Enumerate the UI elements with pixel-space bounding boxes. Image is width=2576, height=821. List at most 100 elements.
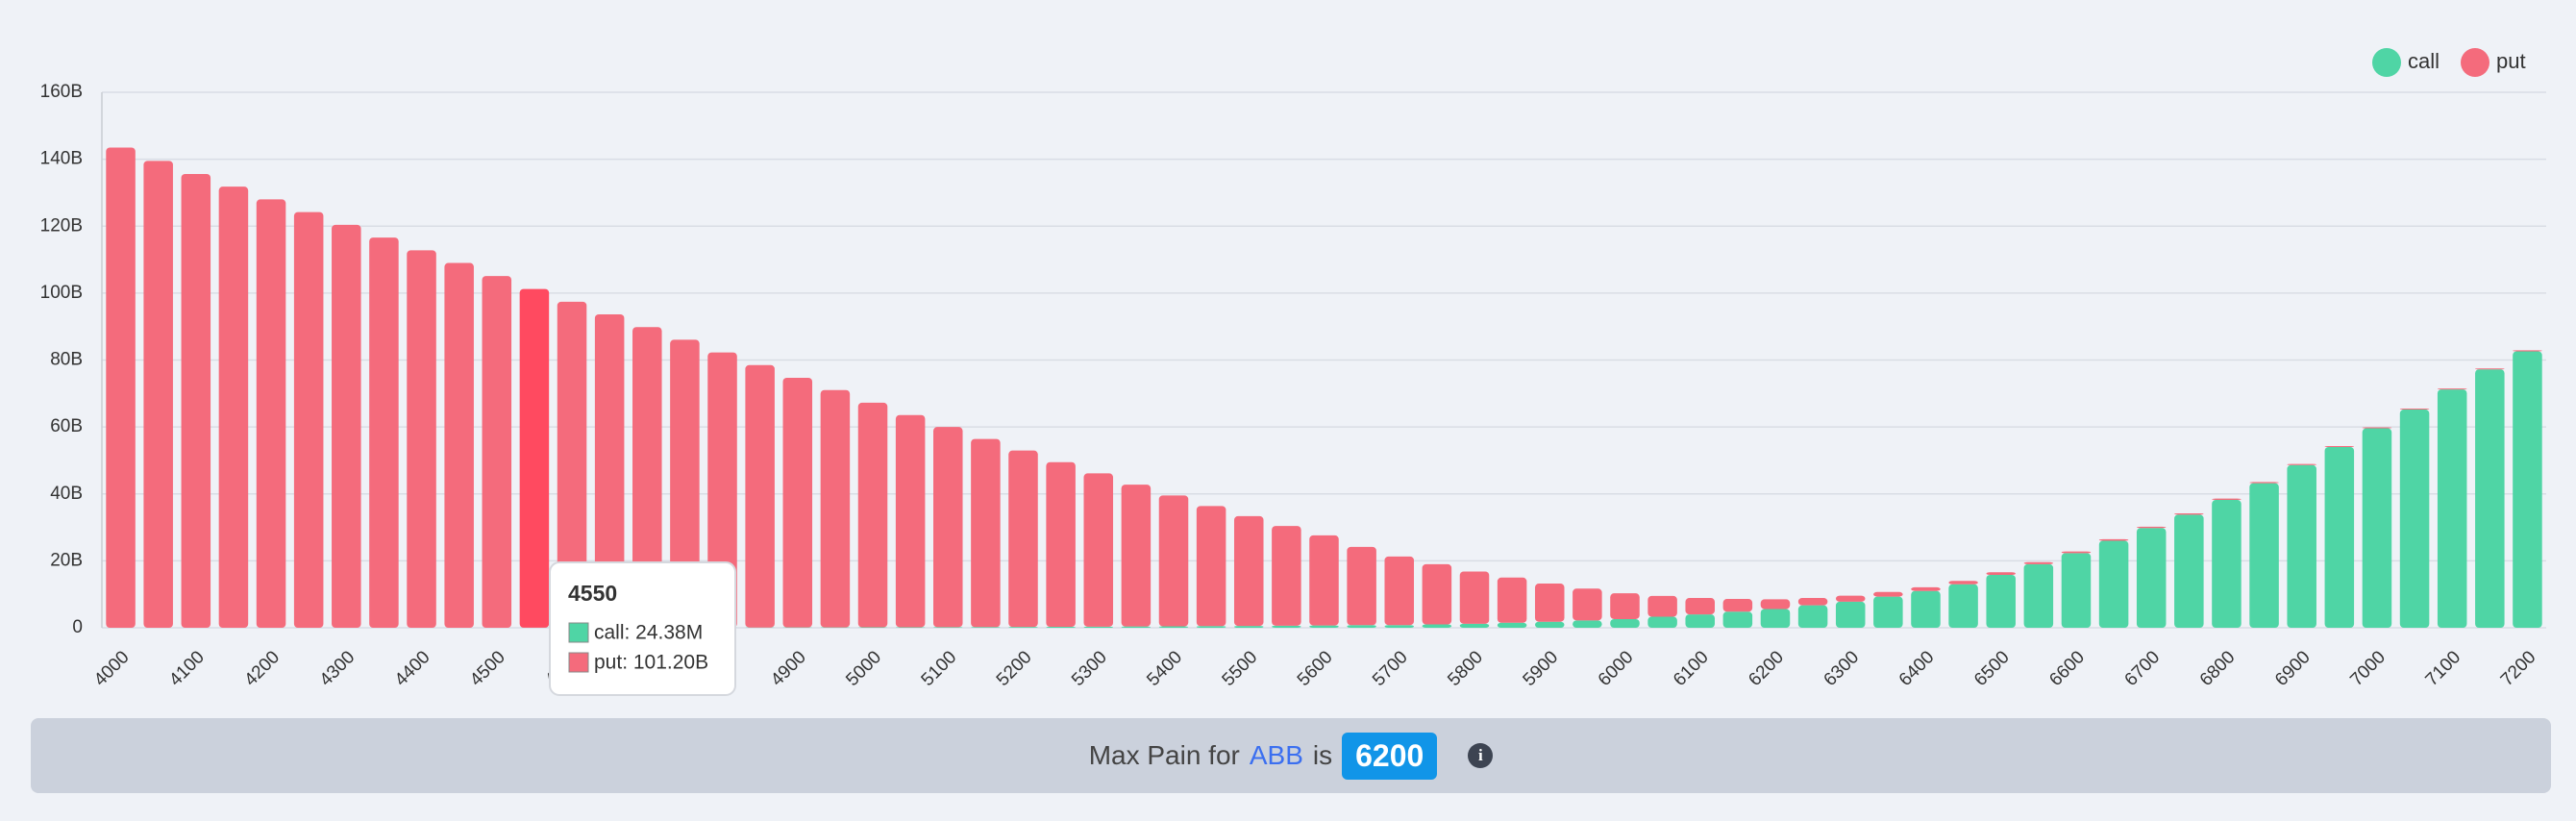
x-tick-label: 6000 [1595, 647, 1638, 690]
y-tick-label: 40B [50, 484, 83, 504]
bar-segment [2136, 528, 2167, 628]
bar-segment [1083, 473, 1114, 627]
bar-segment [933, 627, 963, 628]
bar-segment [1760, 599, 1791, 610]
bar-segment [1158, 626, 1189, 628]
bar-segment [1272, 526, 1301, 626]
x-tick-label: 4500 [466, 647, 509, 690]
info-icon[interactable]: i [1468, 743, 1494, 768]
bar-segment [1573, 588, 1602, 621]
tooltip-line: put: 101.20B [594, 652, 708, 674]
bar-segment [1797, 598, 1828, 606]
x-tick-label: 7100 [2422, 647, 2465, 690]
tooltip-swatch [568, 622, 589, 643]
x-tick-label: 5800 [1444, 647, 1487, 690]
legend-label: call [2408, 49, 2440, 73]
bar-segment [2287, 464, 2316, 628]
tooltip-line: call: 24.38M [594, 622, 703, 644]
x-tick-label: 4100 [165, 647, 209, 690]
bar-segment [1647, 616, 1677, 628]
bar-segment [782, 377, 813, 628]
bar-segment [632, 327, 662, 628]
x-tick-label: 6900 [2271, 647, 2315, 690]
bar-segment [1722, 611, 1753, 628]
bar-segment [1459, 571, 1490, 624]
y-tick-label: 80B [50, 350, 83, 370]
x-tick-label: 5100 [918, 647, 961, 690]
bar-segment [1722, 599, 1753, 612]
x-tick-label: 6200 [1745, 647, 1788, 690]
bar-segment [2362, 427, 2392, 429]
bar-segment [971, 627, 1001, 628]
bar-segment [2212, 500, 2242, 628]
y-tick-label: 160B [40, 82, 83, 102]
bar-segment [2513, 351, 2542, 628]
bar-segment [1685, 614, 1715, 628]
bar-segment [1835, 601, 1866, 628]
chart: 0 20B 40B 60B 80B 100B 120B 140B 160B 4000 4100 420… [40, 48, 2546, 696]
footer-connector: is [1312, 740, 1333, 770]
bar-segment [1347, 625, 1376, 628]
bar-segment [594, 314, 625, 628]
bar-segment [2061, 551, 2092, 554]
bar-segment [1835, 595, 1866, 602]
bar-segment [2023, 561, 2054, 564]
bar-segment [1158, 495, 1189, 627]
bar-segment [1685, 598, 1715, 615]
tooltip-title: 4550 [568, 581, 617, 606]
x-tick-label: 5300 [1068, 647, 1111, 690]
bar-segment [143, 161, 173, 628]
x-tick-label: 6700 [2121, 647, 2165, 690]
footer-symbol[interactable]: ABB [1249, 740, 1303, 770]
bar-segment [1233, 515, 1264, 627]
y-tick-label: 60B [50, 416, 83, 436]
y-tick-label: 100B [40, 283, 83, 303]
bar-segment [1986, 572, 2016, 575]
bar-segment [670, 339, 700, 628]
y-tick-label: 120B [40, 215, 83, 236]
bar-segment [1309, 535, 1339, 626]
x-tick-label: 4300 [316, 647, 359, 690]
bar-segment [1422, 624, 1452, 628]
x-tick-label: 5900 [1520, 647, 1563, 690]
tooltip-box [549, 561, 736, 696]
bar-segment [1534, 584, 1565, 622]
bar-segment [482, 276, 512, 628]
bar-segment [2324, 445, 2355, 448]
bar-segment [2362, 428, 2392, 628]
bar-segment [2174, 514, 2204, 628]
bar-segment [820, 389, 851, 628]
bar-segment [332, 224, 361, 629]
legend-swatch [2461, 48, 2489, 77]
max-pain-banner: Max Pain for ABB is 6200 i [31, 718, 2551, 793]
bar-segment [1497, 622, 1527, 628]
x-tick-label: 6100 [1670, 647, 1713, 690]
bar-segment [256, 199, 286, 628]
tooltip: 4550 call: 24.38M put: 101.20B [549, 561, 736, 696]
x-tick-label: 5600 [1294, 647, 1337, 690]
x-tick-label: 6800 [2196, 647, 2240, 690]
bar-segment [1422, 563, 1452, 625]
bar-segment [218, 187, 249, 628]
bar-segment [1121, 626, 1152, 628]
x-tick-label: 6600 [2045, 647, 2089, 690]
bar-segment [1497, 577, 1527, 623]
bar-segment [1760, 609, 1791, 628]
bar-segment [1573, 620, 1602, 628]
bar-segment [707, 352, 737, 628]
x-tick-label: 4400 [391, 647, 434, 690]
footer-prefix: Max Pain for [1088, 740, 1240, 770]
x-tick-label: 6400 [1895, 647, 1939, 690]
bar-segment [1309, 625, 1339, 628]
x-tick-label: 6300 [1821, 647, 1864, 690]
bar-segment [1610, 593, 1640, 619]
bar-segment [1797, 605, 1828, 628]
bar-segment [1610, 618, 1640, 628]
bar-segment [2399, 410, 2430, 628]
bar-segment [971, 438, 1001, 628]
bar-segment [407, 250, 436, 628]
y-tick-label: 140B [40, 149, 83, 169]
bar-segment [2061, 553, 2092, 628]
bar-segment [2324, 447, 2355, 628]
bar-segment [2249, 482, 2279, 484]
